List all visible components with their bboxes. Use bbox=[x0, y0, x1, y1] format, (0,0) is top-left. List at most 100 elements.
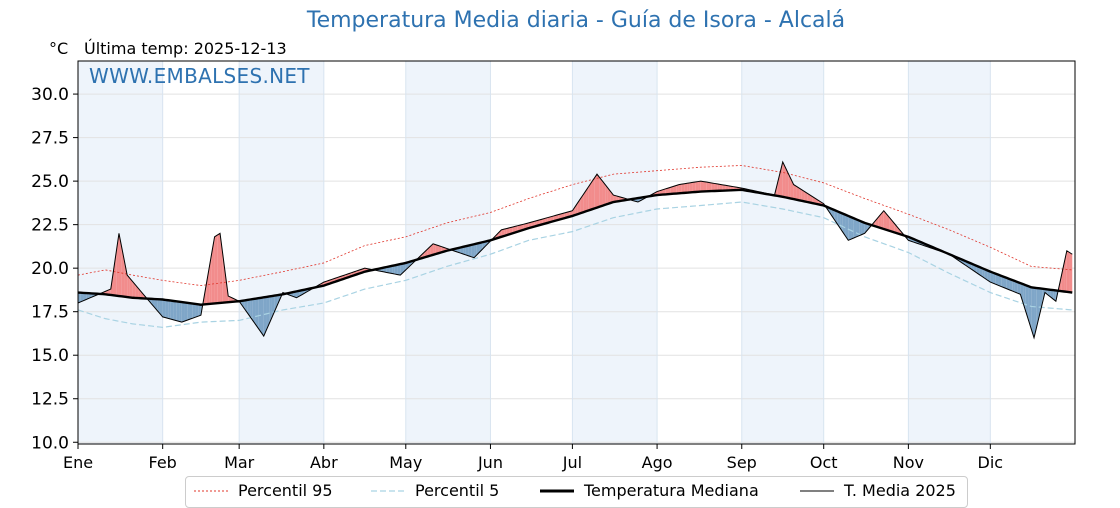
fill-above-median bbox=[777, 173, 780, 197]
fill-below-median bbox=[1009, 278, 1013, 291]
fill-below-median bbox=[987, 270, 991, 283]
x-tick-label-may: May bbox=[389, 453, 422, 472]
plot-frame bbox=[77, 60, 1076, 445]
y-tick-label-7: 27.5 bbox=[31, 129, 69, 149]
fill-above-median bbox=[135, 284, 139, 299]
x-tick-label-nov: Nov bbox=[893, 453, 924, 472]
fill-below-median bbox=[78, 292, 81, 303]
fill-above-median bbox=[599, 177, 603, 207]
fill-below-median bbox=[1025, 285, 1029, 321]
fill-below-median bbox=[397, 264, 401, 276]
fill-below-median bbox=[468, 244, 472, 257]
x-tick-label-jul: Jul bbox=[562, 453, 582, 472]
fill-below-median bbox=[168, 300, 171, 320]
x-tick-label-sep: Sep bbox=[727, 453, 757, 472]
fill-above-median bbox=[605, 184, 608, 205]
fill-above-median bbox=[883, 210, 887, 230]
fill-above-median bbox=[673, 185, 677, 194]
fill-below-median bbox=[170, 300, 174, 320]
fill-below-median bbox=[187, 302, 190, 321]
y-tick-label-5: 22.5 bbox=[31, 216, 69, 236]
fill-below-median bbox=[1020, 283, 1024, 303]
fill-above-median bbox=[678, 184, 682, 194]
fill-below-median bbox=[993, 272, 996, 285]
fill-above-median bbox=[881, 210, 884, 229]
x-tick-label-feb: Feb bbox=[149, 453, 177, 472]
fill-above-median bbox=[692, 181, 696, 193]
fill-below-median bbox=[80, 292, 84, 302]
fill-above-median bbox=[498, 229, 502, 238]
fill-above-median bbox=[810, 195, 813, 204]
fill-below-median bbox=[83, 292, 87, 301]
fill-above-median bbox=[711, 182, 715, 192]
fill-above-median bbox=[113, 251, 117, 296]
x-tick-label-mar: Mar bbox=[224, 453, 255, 472]
fill-above-median bbox=[796, 186, 800, 201]
fill-above-median bbox=[214, 235, 218, 304]
fill-above-median bbox=[878, 213, 882, 229]
series-lines bbox=[77, 160, 1073, 340]
fill-above-median bbox=[687, 182, 690, 193]
fill-above-median bbox=[799, 188, 802, 201]
fill-below-median bbox=[982, 268, 985, 279]
x-tick-label-jun: Jun bbox=[477, 453, 503, 472]
fill-below-median bbox=[86, 293, 89, 300]
fill-above-median bbox=[613, 195, 617, 203]
fill-above-median bbox=[889, 217, 892, 232]
fill-below-median bbox=[269, 296, 272, 324]
chart-title: Temperatura Media diaria - Guía de Isora… bbox=[306, 8, 846, 33]
legend-label-p95: Percentil 95 bbox=[238, 481, 333, 500]
fill-above-median bbox=[222, 254, 226, 303]
fill-below-median bbox=[1014, 281, 1018, 294]
fill-below-median bbox=[837, 211, 841, 229]
fill-above-median bbox=[129, 278, 133, 298]
fill-below-median bbox=[979, 267, 983, 277]
series-line-p95 bbox=[77, 165, 1073, 286]
grid-lines bbox=[78, 61, 1075, 444]
fill-above-median bbox=[108, 289, 111, 295]
fill-above-median bbox=[583, 190, 587, 213]
fill-below-median bbox=[1053, 290, 1056, 302]
fill-below-median bbox=[831, 208, 835, 220]
x-tick-label-ago: Ago bbox=[642, 453, 673, 472]
fill-below-median bbox=[853, 218, 857, 238]
fill-below-median bbox=[157, 299, 160, 314]
fill-below-median bbox=[247, 299, 251, 317]
fill-above-median bbox=[1061, 263, 1065, 292]
fill-below-median bbox=[1039, 288, 1043, 316]
fill-above-median bbox=[607, 188, 611, 204]
fill-below-median bbox=[173, 301, 177, 321]
fill-below-median bbox=[1017, 282, 1021, 295]
fill-below-median bbox=[1050, 289, 1054, 300]
x-tick-label-dic: Dic bbox=[978, 453, 1004, 472]
fill-below-median bbox=[460, 246, 464, 255]
fill-below-median bbox=[252, 298, 256, 325]
fill-below-median bbox=[405, 262, 409, 270]
month-shading bbox=[78, 61, 991, 444]
fill-below-median bbox=[471, 244, 475, 258]
fill-above-median bbox=[580, 194, 584, 214]
fill-above-median bbox=[722, 184, 726, 191]
y-tick-label-0: 10.0 bbox=[31, 433, 69, 453]
fill-above-median bbox=[228, 296, 231, 303]
fill-above-median bbox=[433, 243, 436, 255]
fill-below-median bbox=[1034, 287, 1037, 338]
fill-below-median bbox=[400, 263, 404, 276]
fill-below-median bbox=[984, 269, 988, 281]
fill-above-median bbox=[217, 233, 221, 304]
fill-below-median bbox=[482, 241, 485, 250]
fill-above-median bbox=[886, 214, 890, 231]
fill-above-median bbox=[665, 188, 669, 195]
y-unit-label: °C bbox=[49, 39, 69, 58]
fill-below-median bbox=[184, 302, 188, 322]
fill-below-median bbox=[1012, 280, 1015, 293]
fill-below-median bbox=[389, 265, 393, 274]
fill-above-median bbox=[127, 275, 130, 298]
fill-below-median bbox=[463, 246, 466, 255]
fill-below-median bbox=[465, 245, 469, 256]
y-tick-label-8: 30.0 bbox=[31, 85, 69, 105]
legend-label-median: Temperatura Mediana bbox=[584, 481, 759, 500]
fill-below-median bbox=[179, 301, 182, 323]
fill-below-median bbox=[990, 271, 994, 284]
